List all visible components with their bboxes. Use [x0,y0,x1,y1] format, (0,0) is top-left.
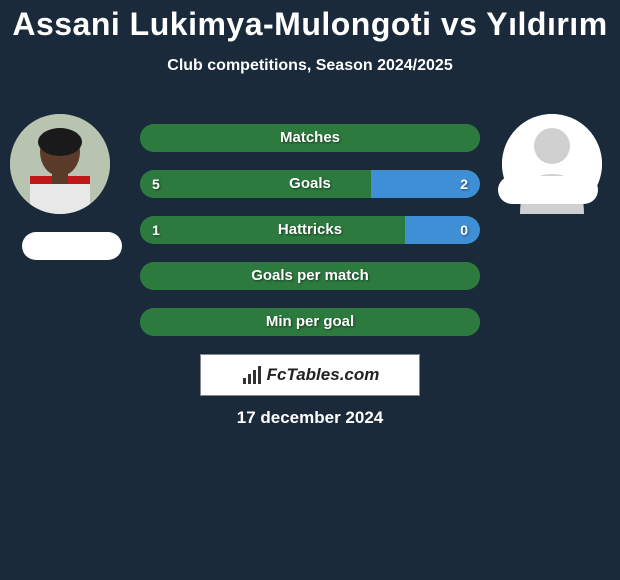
bar-label: Matches [140,124,480,152]
page-title: Assani Lukimya-Mulongoti vs Yıldırım [0,0,620,43]
player1-name-pill [22,232,122,260]
bar-matches: Matches [140,124,480,152]
player2-name-pill [498,176,598,204]
chart-icon [241,364,263,386]
page-subtitle: Club competitions, Season 2024/2025 [0,57,620,75]
bar-label: Goals [140,170,480,198]
logo-text: FcTables.com [267,365,380,385]
bar-label: Min per goal [140,308,480,336]
player1-avatar [10,114,110,214]
date: 17 december 2024 [0,408,620,428]
bar-hattricks: 1 Hattricks 0 [140,216,480,244]
bar-min-per-goal: Min per goal [140,308,480,336]
bar-goals: 5 Goals 2 [140,170,480,198]
bar-value-right: 0 [460,216,468,244]
bar-goals-per-match: Goals per match [140,262,480,290]
fctables-logo: FcTables.com [200,354,420,396]
bar-label: Goals per match [140,262,480,290]
comparison-bars: Matches 5 Goals 2 1 Hattricks 0 Goals pe… [140,124,480,354]
bar-label: Hattricks [140,216,480,244]
bar-value-right: 2 [460,170,468,198]
